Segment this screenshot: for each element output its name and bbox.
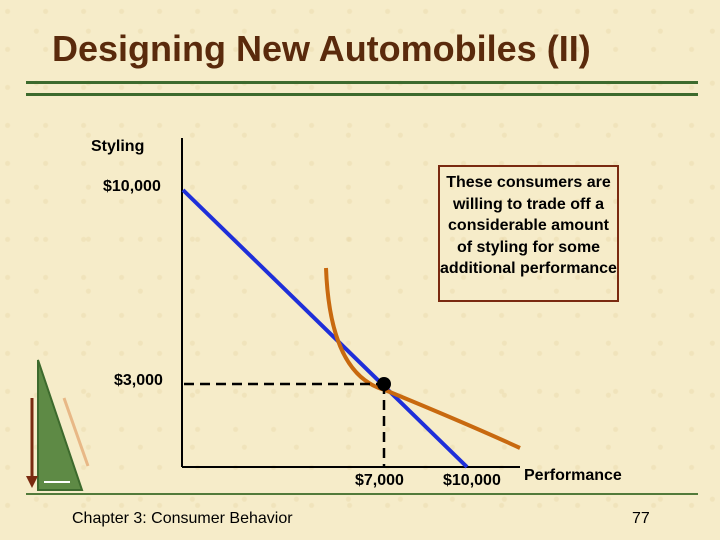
y-tick-label-3000: $3,000: [114, 372, 163, 389]
x-tick-label-10000: $10,000: [443, 472, 501, 489]
footer-chapter: Chapter 3: Consumer Behavior: [72, 510, 293, 527]
optimum-point: [377, 377, 391, 391]
slide-title: Designing New Automobiles (II): [52, 28, 591, 69]
slide-nav-decoration: [26, 359, 90, 491]
callout-box: These consumers are willing to trade off…: [438, 165, 619, 302]
y-axis-label: Styling: [91, 138, 145, 155]
x-tick-label-7000: $7,000: [355, 472, 404, 489]
y-tick-label-10000: $10,000: [103, 178, 161, 195]
nav-triangle-icon: [37, 359, 84, 491]
budget-line: [181, 188, 469, 469]
page-number: 77: [632, 510, 650, 527]
title-rule-bottom: [26, 93, 698, 96]
footer-rule: [26, 493, 698, 495]
x-axis-label: Performance: [524, 467, 622, 484]
title-rule-top: [26, 81, 698, 84]
nav-down-arrowhead-icon: [26, 476, 38, 488]
nav-diagonal-arrow-icon: [62, 397, 90, 467]
